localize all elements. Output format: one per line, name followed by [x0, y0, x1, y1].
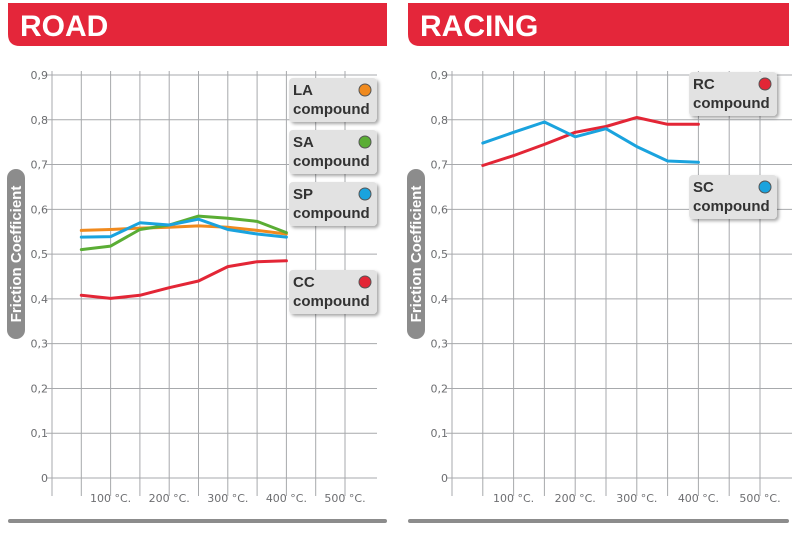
chart-title: RACING [420, 10, 538, 43]
title-banner [8, 3, 387, 46]
legend-label: SC [693, 179, 714, 196]
y-tick-label: 0,2 [431, 382, 449, 395]
legend-box [289, 78, 377, 122]
x-tick-label: 300 °C. [207, 492, 248, 505]
x-tick-label: 100 °C. [493, 492, 534, 505]
x-tick-label: 100 °C. [90, 492, 131, 505]
x-tick-label: 300 °C. [616, 492, 657, 505]
y-tick-label: 0,1 [31, 427, 49, 440]
series-line-la-compound [79, 224, 288, 236]
x-tick-label: 400 °C. [678, 492, 719, 505]
y-tick-label: 0,6 [31, 203, 49, 216]
y-tick-label: 0 [41, 472, 48, 485]
y-tick-label: 0,7 [31, 159, 49, 172]
legend-box [689, 175, 777, 219]
legend-swatch [358, 83, 372, 97]
y-tick-label: 0,9 [431, 69, 449, 82]
legend-label: compound [293, 101, 370, 118]
legend-swatch [758, 77, 772, 91]
chart-title: ROAD [20, 10, 108, 43]
legend-swatch [358, 135, 372, 149]
series-line-sc-compound [481, 120, 700, 164]
y-tick-label: 0,8 [431, 114, 449, 127]
y-tick-label: 0,4 [431, 293, 449, 306]
x-tick-label: 200 °C. [555, 492, 596, 505]
x-tick-label: 200 °C. [149, 492, 190, 505]
x-tick-label: 500 °C. [739, 492, 780, 505]
y-tick-label: 0,3 [31, 338, 49, 351]
legend-cc-compound: CC compound [289, 270, 377, 314]
legend-label: compound [693, 198, 770, 215]
legend-label: LA [293, 82, 313, 99]
y-tick-label: 0,7 [431, 159, 449, 172]
series-line-sp-compound [79, 217, 288, 239]
series-line-sa-compound [79, 214, 288, 252]
y-tick-label: 0,5 [31, 248, 49, 261]
x-tick-label: 500 °C. [324, 492, 365, 505]
y-tick-label: 0,9 [31, 69, 49, 82]
series-line-rc-compound [481, 116, 700, 167]
y-tick-label: 0,1 [431, 427, 449, 440]
y-tick-label: 0,8 [31, 114, 49, 127]
y-tick-label: 0,3 [431, 338, 449, 351]
y-axis-label: Friction Coefficient [408, 186, 425, 323]
legend-sa-compound: SA compound [289, 130, 377, 174]
legend-la-compound: LA compound [289, 78, 377, 122]
legend-swatch [358, 275, 372, 289]
x-tick-label: 400 °C. [266, 492, 307, 505]
legend-label: compound [293, 205, 370, 222]
y-tick-label: 0,4 [31, 293, 49, 306]
y-tick-label: 0 [441, 472, 448, 485]
legend-label: SA [293, 134, 314, 151]
y-tick-label: 0,2 [31, 382, 49, 395]
legend-box [289, 270, 377, 314]
y-axis-label-pill [7, 169, 25, 339]
legend-label: RC [693, 76, 715, 93]
legend-box [689, 72, 777, 116]
legend-rc-compound: RC compound [689, 72, 777, 116]
legend-label: CC [293, 274, 315, 291]
legend-label: compound [693, 95, 770, 112]
panel-racing: RACING 0 0,1 0,2 0,3 0,4 0,5 0,6 0,7 0,8 0,9 100 °C… [407, 3, 792, 523]
legend-swatch [358, 187, 372, 201]
title-banner [408, 3, 789, 46]
y-axis-label: Friction Coefficient [8, 186, 25, 323]
legend-box [289, 130, 377, 174]
legend-label: SP [293, 186, 313, 203]
legend-label: compound [293, 293, 370, 310]
legend-label: compound [293, 153, 370, 170]
panel-road: ROAD 0 0,1 0,2 0,3 0,4 0,5 0,6 0,7 0,8 0,9 100 °C. 2… [7, 3, 387, 523]
y-tick-label: 0,5 [431, 248, 449, 261]
series-line-cc-compound [79, 259, 288, 300]
legend-sc-compound: SC compound [689, 175, 777, 219]
legend-swatch [758, 180, 772, 194]
y-axis-label-pill [407, 169, 425, 339]
bottom-rule [408, 519, 789, 523]
bottom-rule [8, 519, 387, 523]
legend-box [289, 182, 377, 226]
legend-sp-compound: SP compound [289, 182, 377, 226]
y-tick-label: 0,6 [431, 203, 449, 216]
